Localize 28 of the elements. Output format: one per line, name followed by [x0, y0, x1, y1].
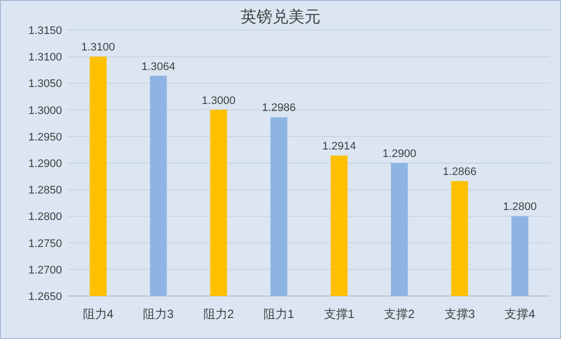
y-tick-label: 1.2650 [28, 291, 62, 303]
y-tick-label: 1.2800 [28, 211, 62, 224]
y-tick-label: 1.3100 [28, 52, 62, 64]
y-tick-label: 1.2850 [28, 184, 62, 197]
data-label: 1.3000 [202, 94, 236, 107]
x-tick-label: 阻力1 [264, 307, 295, 321]
y-tick-label: 1.3050 [28, 78, 62, 90]
data-label: 1.2986 [262, 102, 296, 114]
data-label: 1.2914 [322, 140, 356, 153]
x-tick-label: 阻力3 [143, 307, 174, 321]
data-label: 1.2800 [503, 201, 537, 214]
y-tick-label: 1.2950 [28, 131, 62, 144]
data-label: 1.3064 [142, 60, 176, 73]
x-tick-label: 支撑4 [504, 307, 536, 321]
x-tick-label: 阻力2 [203, 307, 234, 321]
y-tick-label: 1.3150 [28, 25, 62, 37]
data-label: 1.2900 [382, 148, 416, 160]
x-tick-label: 支撑1 [324, 307, 355, 321]
x-tick-label: 支撑3 [444, 307, 476, 321]
x-tick-label: 阻力4 [82, 307, 114, 321]
y-tick-label: 1.2700 [28, 264, 62, 276]
y-tick-label: 1.3000 [28, 104, 62, 117]
y-tick-label: 1.2900 [28, 158, 62, 170]
x-tick-label: 支撑2 [384, 307, 416, 321]
y-tick-label: 1.2750 [28, 238, 62, 250]
data-label: 1.3100 [81, 42, 115, 54]
chart-title: 英镑兑美元 [240, 8, 320, 26]
data-label: 1.2866 [442, 166, 476, 178]
